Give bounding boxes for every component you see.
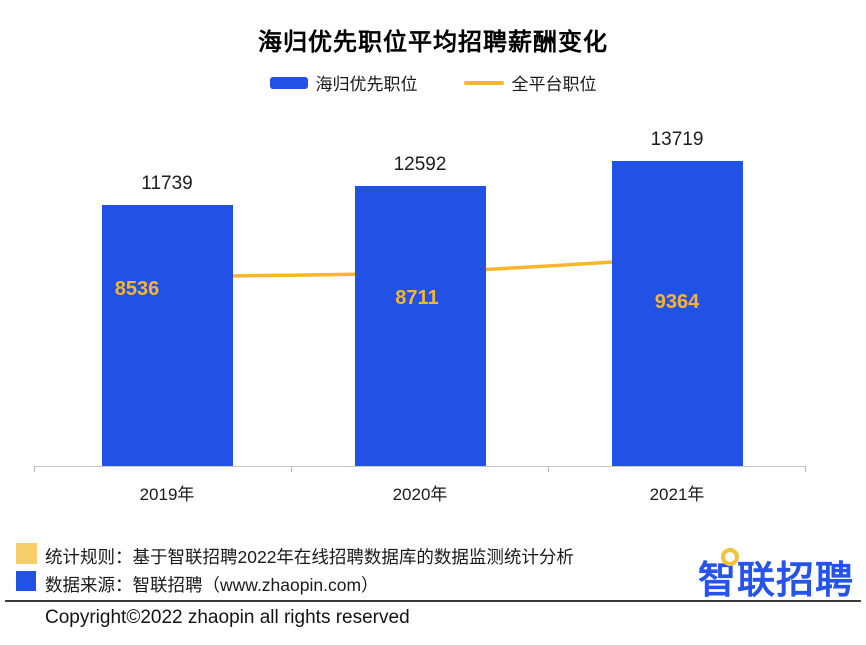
x-axis-tick-0 [34,466,35,472]
note1-swatch-icon [16,543,37,564]
x-axis-tick-1 [291,466,292,472]
x-axis-tick-3 [805,466,806,472]
bar-value-label-2021年: 13719 [650,129,704,150]
logo-text: 智联招聘 [698,560,855,602]
copyright-text: Copyright©2022 zhaopin all rights reserv… [45,607,410,628]
x-axis-label-2020年: 2020年 [392,485,448,504]
bar-series-swatch-icon [269,76,308,89]
legend-item-bar-series: 海归优先职位 [269,70,418,95]
x-axis-label-2021年: 2021年 [649,485,705,504]
x-axis-tick-2 [548,466,549,472]
bar-value-label-2020年: 12592 [393,154,447,175]
legend: 海归优先职位 全平台职位 [0,70,866,95]
zhaopin-logo: 智联招聘 [698,548,855,604]
legend-item-line-series: 全平台职位 [463,70,597,95]
bar-2020年 [354,186,486,466]
data-source-note: 数据来源：智联招聘（www.zhaopin.com） [45,575,379,595]
line-value-label-2020年: 8711 [395,287,439,309]
line-value-label-2019年: 8536 [114,278,160,300]
stat-rule-note: 统计规则：基于智联招聘2022年在线招聘数据库的数据监测统计分析 [45,547,574,567]
chart-title: 海归优先职位平均招聘薪酬变化 [258,29,608,56]
line-value-label-2021年: 9364 [654,291,700,313]
bar-2019年 [101,205,233,466]
logo-dot-icon [721,548,739,566]
note2-swatch-icon [16,571,36,591]
legend-bar-label: 海归优先职位 [315,75,418,94]
footer-divider [5,600,861,602]
line-series-swatch-icon [463,80,504,85]
x-axis-line [34,466,805,467]
bar-2021年 [611,161,743,466]
legend-line-label: 全平台职位 [511,75,597,94]
x-axis-label-2019年: 2019年 [139,485,195,504]
bar-value-label-2019年: 11739 [141,173,193,194]
